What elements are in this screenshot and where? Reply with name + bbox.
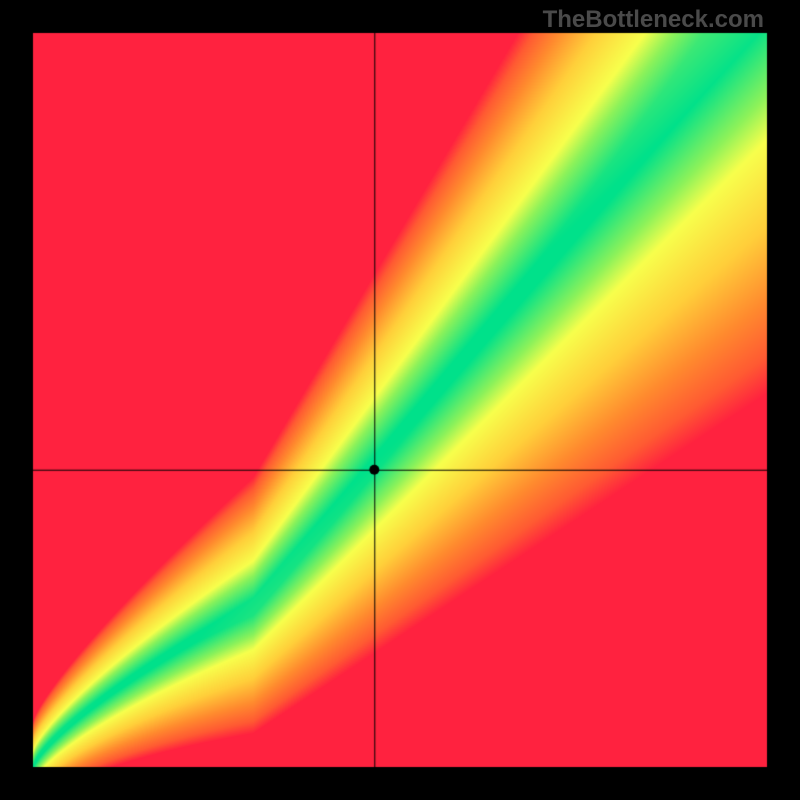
watermark-text: TheBottleneck.com — [543, 6, 764, 34]
bottleneck-heatmap — [0, 0, 800, 800]
